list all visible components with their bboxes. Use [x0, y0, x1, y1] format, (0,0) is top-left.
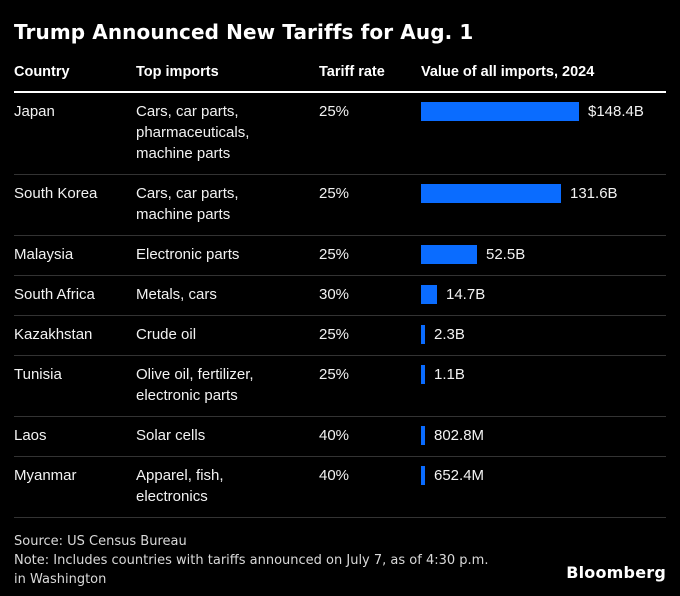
tariff-rate-label: 30% — [319, 286, 350, 303]
country-label: Kazakhstan — [14, 326, 93, 343]
country-label: South Korea — [14, 185, 98, 202]
column-header-tariff-rate: Tariff rate — [319, 64, 385, 80]
imports-label: Metals, cars — [136, 286, 217, 303]
imports-label: Electronic parts — [136, 246, 240, 263]
value-cell: 802.8M — [421, 425, 666, 446]
value-bar — [421, 184, 561, 203]
value-bar — [421, 426, 425, 445]
table-row-laos: Laos Solar cells 40% 802.8M — [14, 417, 666, 457]
value-cell: 2.3B — [421, 324, 666, 345]
chart-title: Trump Announced New Tariffs for Aug. 1 — [14, 20, 474, 44]
imports-label: Cars, car parts, machine parts — [136, 185, 239, 223]
value-cell: 131.6B — [421, 183, 666, 225]
value-label: 131.6B — [570, 185, 618, 202]
country-label: Japan — [14, 103, 55, 120]
tariff-rate-label: 25% — [319, 103, 350, 120]
table-row-south-korea: South Korea Cars, car parts, machine par… — [14, 175, 666, 236]
footnote-line-2: in Washington — [14, 572, 107, 587]
imports-label: Cars, car parts, pharmaceuticals, machin… — [136, 103, 250, 162]
value-label: 652.4M — [434, 467, 485, 484]
table-row-kazakhstan: Kazakhstan Crude oil 25% 2.3B — [14, 316, 666, 356]
table-body: Japan Cars, car parts, pharmaceuticals, … — [14, 93, 666, 518]
value-bar — [421, 245, 477, 264]
table-header-row: Country Top imports Tariff rate Value of… — [14, 65, 666, 93]
country-label: Myanmar — [14, 467, 77, 484]
value-cell: 14.7B — [421, 284, 666, 305]
column-header-value: Value of all imports, 2024 — [421, 64, 595, 80]
country-label: Tunisia — [14, 366, 62, 383]
value-cell: 52.5B — [421, 244, 666, 265]
value-label: 802.8M — [434, 427, 485, 444]
value-bar — [421, 285, 437, 304]
value-label: 14.7B — [446, 286, 486, 303]
value-bar — [421, 466, 425, 485]
country-label: South Africa — [14, 286, 95, 303]
table-row-tunisia: Tunisia Olive oil, fertilizer, electroni… — [14, 356, 666, 417]
footer: Source: US Census Bureau Note: Includes … — [14, 532, 666, 589]
value-label: $148.4B — [588, 103, 644, 120]
tariff-rate-label: 40% — [319, 427, 350, 444]
imports-label: Crude oil — [136, 326, 197, 343]
value-bar — [421, 325, 425, 344]
tariff-rate-label: 25% — [319, 185, 350, 202]
imports-label: Apparel, fish, electronics — [136, 467, 224, 505]
column-header-country: Country — [14, 64, 70, 80]
country-label: Laos — [14, 427, 47, 444]
table-row-malaysia: Malaysia Electronic parts 25% 52.5B — [14, 236, 666, 276]
column-header-top-imports: Top imports — [136, 64, 219, 80]
table-row-myanmar: Myanmar Apparel, fish, electronics 40% 6… — [14, 457, 666, 518]
value-bar — [421, 365, 425, 384]
value-bar — [421, 102, 579, 121]
value-cell: $148.4B — [421, 101, 666, 164]
bloomberg-logo: Bloomberg — [566, 563, 666, 582]
tariff-rate-label: 25% — [319, 326, 350, 343]
tariff-rate-label: 40% — [319, 467, 350, 484]
country-label: Malaysia — [14, 246, 74, 263]
value-label: 1.1B — [434, 366, 465, 383]
value-label: 52.5B — [486, 246, 526, 263]
footnote-line-1: Note: Includes countries with tariffs an… — [14, 553, 489, 568]
value-label: 2.3B — [434, 326, 465, 343]
table-row-japan: Japan Cars, car parts, pharmaceuticals, … — [14, 93, 666, 175]
imports-label: Olive oil, fertilizer, electronic parts — [136, 366, 254, 404]
footer-notes: Source: US Census Bureau Note: Includes … — [14, 532, 488, 589]
value-cell: 1.1B — [421, 364, 666, 406]
value-cell: 652.4M — [421, 465, 666, 507]
imports-label: Solar cells — [136, 427, 206, 444]
source-note: Source: US Census Bureau — [14, 534, 187, 549]
table-row-south-africa: South Africa Metals, cars 30% 14.7B — [14, 276, 666, 316]
tariff-rate-label: 25% — [319, 366, 350, 383]
tariff-rate-label: 25% — [319, 246, 350, 263]
